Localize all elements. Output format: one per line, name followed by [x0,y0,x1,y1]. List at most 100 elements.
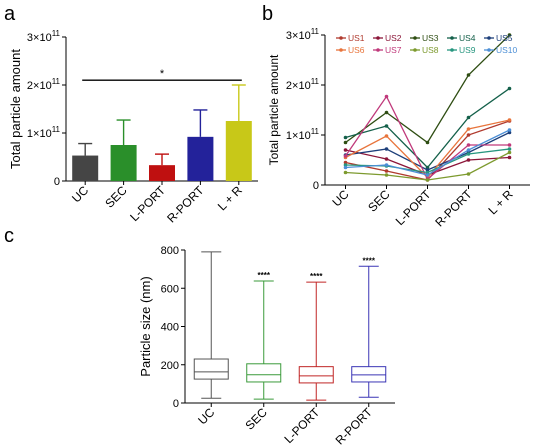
series-point [343,163,348,167]
y-tick-label-exponent: 11 [52,29,61,38]
series-point [343,170,348,175]
panel-label-c: c [4,225,14,247]
y-tick-label: 2×1011 [286,77,320,92]
legend-marker [376,48,380,52]
series-point [466,133,471,137]
legend-marker [339,36,343,40]
series-point [343,160,348,165]
y-tick-label: 600 [161,283,179,295]
series-point [466,73,471,77]
bar [110,145,137,181]
y-tick-label: 1×1011 [27,125,61,140]
y-tick-label-exponent: 11 [311,27,320,36]
y-tick-label-base: 0 [313,180,319,192]
series-point [425,165,430,170]
panel-label-a: a [4,3,16,25]
x-tick-label: L-PORT [127,183,168,224]
legend-marker [376,36,380,40]
y-tick-label: 3×1011 [286,27,320,42]
series-point [425,173,430,177]
series-point [466,152,471,156]
y-tick-label-exponent: 11 [52,77,61,86]
legend-entry: US8 [422,45,439,55]
significance-label: * [160,68,165,80]
legend-entry: US10 [496,45,518,55]
x-tick-label: L-PORT [393,187,434,228]
legend-entry: US2 [385,33,402,43]
x-tick-label: UC [69,183,91,205]
y-tick-label-base: 1×10 [286,130,311,142]
y-tick-label-exponent: 11 [311,127,320,136]
x-tick-label: L + R [215,183,245,213]
y-tick-label-exponent: 11 [311,77,320,86]
legend-entry: US7 [385,45,402,55]
series-point [466,127,471,131]
y-tick-label: 2×1011 [27,77,61,92]
legend-marker [450,48,454,52]
legend-marker [487,36,491,40]
series-point [384,110,389,115]
series-point [343,135,348,140]
y-axis-label: Total particle amount [267,54,281,165]
x-tick-label: UC [195,405,217,427]
series-point [384,169,389,173]
x-tick-label: R-PORT [432,187,475,230]
y-axis-label: Particle size (nm) [138,276,153,376]
y-tick-label-base: 0 [54,176,60,188]
series-point [343,165,348,170]
x-tick-label: SEC [243,405,271,433]
x-tick-label: R-PORT [164,183,207,226]
panel-label-b: b [262,3,273,25]
significance-label: **** [310,272,323,281]
legend-marker [339,48,343,52]
series-point [466,148,471,152]
x-tick-label: R-PORT [333,405,376,447]
y-tick-label: 3×1011 [27,29,61,44]
legend-marker [450,36,454,40]
y-tick-label: 0 [54,176,60,188]
series-point [384,134,389,138]
bar [72,155,99,181]
series-point [466,172,471,176]
x-tick-label: UC [329,187,351,209]
y-tick-label: 200 [161,360,179,372]
legend-marker [487,48,491,52]
series-point [466,158,471,162]
y-tick-label: 800 [161,245,179,257]
y-tick-label: 0 [313,180,319,192]
series-point [384,163,389,167]
series-point [384,173,389,177]
y-axis-label: Total particle amount [8,49,23,169]
series-line [345,131,510,171]
legend-entry: US3 [422,33,439,43]
y-tick-label-base: 2×10 [27,80,52,92]
x-tick-label: SEC [102,183,130,211]
series-point [343,140,348,145]
legend-marker [413,36,417,40]
y-tick-label-base: 1×10 [27,128,52,140]
series-point [507,118,512,122]
significance-label: **** [363,256,376,265]
legend-entry: US9 [459,45,476,55]
y-tick-label: 0 [173,398,179,410]
bar [225,121,252,181]
series-point [507,155,512,160]
y-tick-label: 1×1011 [286,127,320,142]
y-tick-label-base: 2×10 [286,80,311,92]
series-point [384,124,389,128]
box [246,363,282,383]
y-tick-label-exponent: 11 [52,125,61,134]
series-point [507,143,512,147]
series-point [507,150,512,155]
legend-entry: US1 [348,33,365,43]
box [298,366,334,384]
box [351,366,387,383]
bar [149,165,175,181]
series-point [507,147,512,151]
series-point [425,140,430,145]
series-point [507,33,512,37]
legend-entry: US6 [348,45,365,55]
series-point [343,154,348,158]
